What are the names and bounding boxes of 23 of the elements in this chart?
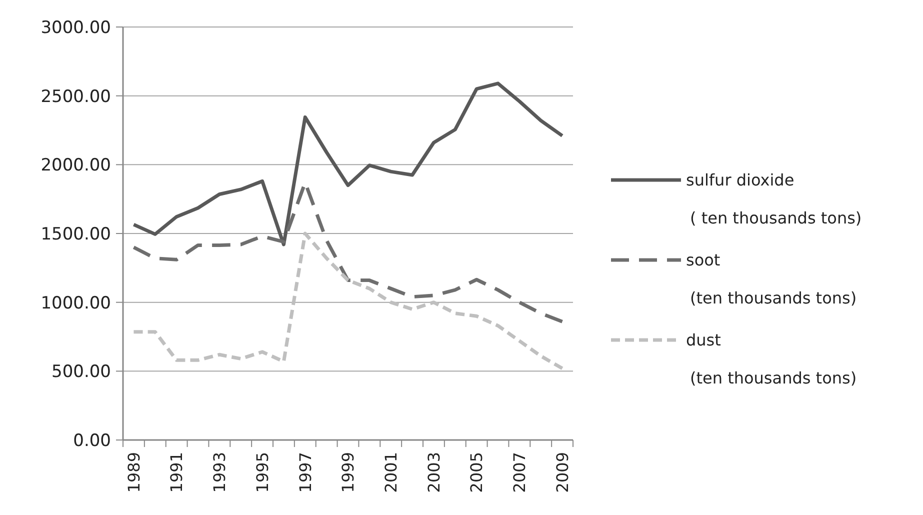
- legend-label: dust (ten thousands tons): [686, 330, 857, 388]
- y-tick-label: 1000.00: [40, 293, 111, 314]
- y-tick-label: 1500.00: [40, 224, 111, 244]
- x-tick-label: 2003: [424, 452, 444, 493]
- line-series: [132, 232, 564, 370]
- y-tick-label: 3000.00: [40, 18, 111, 38]
- y-tick-label: 0.00: [73, 430, 111, 451]
- x-tick-label: 1989: [124, 452, 144, 493]
- y-tick-label: 500.00: [52, 362, 111, 382]
- y-tick-label: 2000.00: [40, 156, 111, 176]
- line-series: [132, 82, 564, 246]
- x-tick-label: 2007: [510, 452, 530, 493]
- x-tick-label: 2001: [381, 452, 400, 493]
- x-tick-label: 1991: [167, 452, 186, 493]
- legend-label: sulfur dioxide ( ten thousands tons): [686, 170, 862, 228]
- x-tick-label: 1993: [210, 452, 230, 493]
- x-tick-label: 2005: [467, 452, 486, 493]
- y-tick-label: 2500.00: [40, 86, 111, 107]
- x-tick-label: 1997: [296, 452, 315, 493]
- legend-label: soot (ten thousands tons): [686, 250, 857, 308]
- x-tick-label: 2009: [552, 452, 572, 493]
- x-tick-label: 1999: [338, 452, 358, 493]
- x-tick-label: 1995: [252, 452, 272, 493]
